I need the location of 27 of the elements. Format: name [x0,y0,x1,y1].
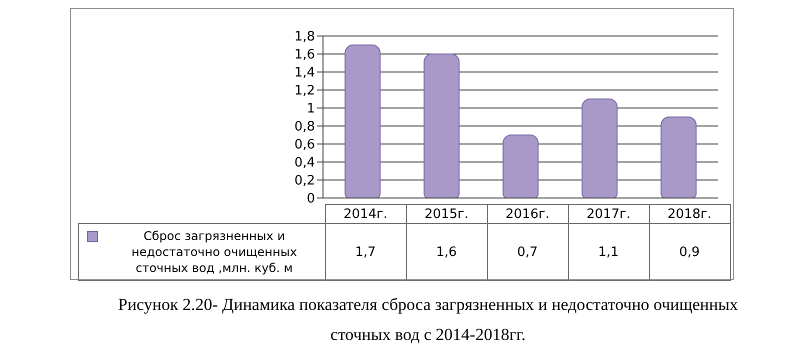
data-label: 0,9 [649,224,730,280]
x-tick-label: 2016г. [487,204,568,224]
y-tick-label: 0 [306,192,315,207]
bar [582,98,618,198]
y-tick-label: 1,6 [294,48,315,63]
x-tick-label: 2018г. [649,204,730,224]
data-label: 1,1 [568,224,649,280]
x-tick-label: 2017г. [568,204,649,224]
text: Рисунок 2.20- Динамика показателя сброса загрязненных и недостаточно очищенных сточных вод с 2014-2018гг. [116,294,740,346]
y-tick-label: 1,2 [294,84,315,99]
y-tick-label: 1,8 [294,30,315,45]
y-tick-label: 1 [306,102,315,117]
x-tick-label: 2014г. [325,204,406,224]
data-label: 1,7 [325,224,406,280]
y-tick-label: 1,4 [294,66,315,81]
x-tick-label: 2015г. [406,204,487,224]
y-tick-label: 0,8 [294,120,315,135]
data-label: 0,7 [487,224,568,280]
y-tick-label: 0,6 [294,138,315,153]
y-tick-label: 0,4 [294,156,315,171]
y-tick-label: 0,2 [294,174,315,189]
text: Сброс загрязненных и недостаточно очищенных сточных вод ,млн. куб. м [130,228,298,276]
data-label: 1,6 [406,224,487,280]
bar [344,44,381,198]
bar [424,54,460,198]
bar [502,134,539,198]
bar [660,116,697,198]
